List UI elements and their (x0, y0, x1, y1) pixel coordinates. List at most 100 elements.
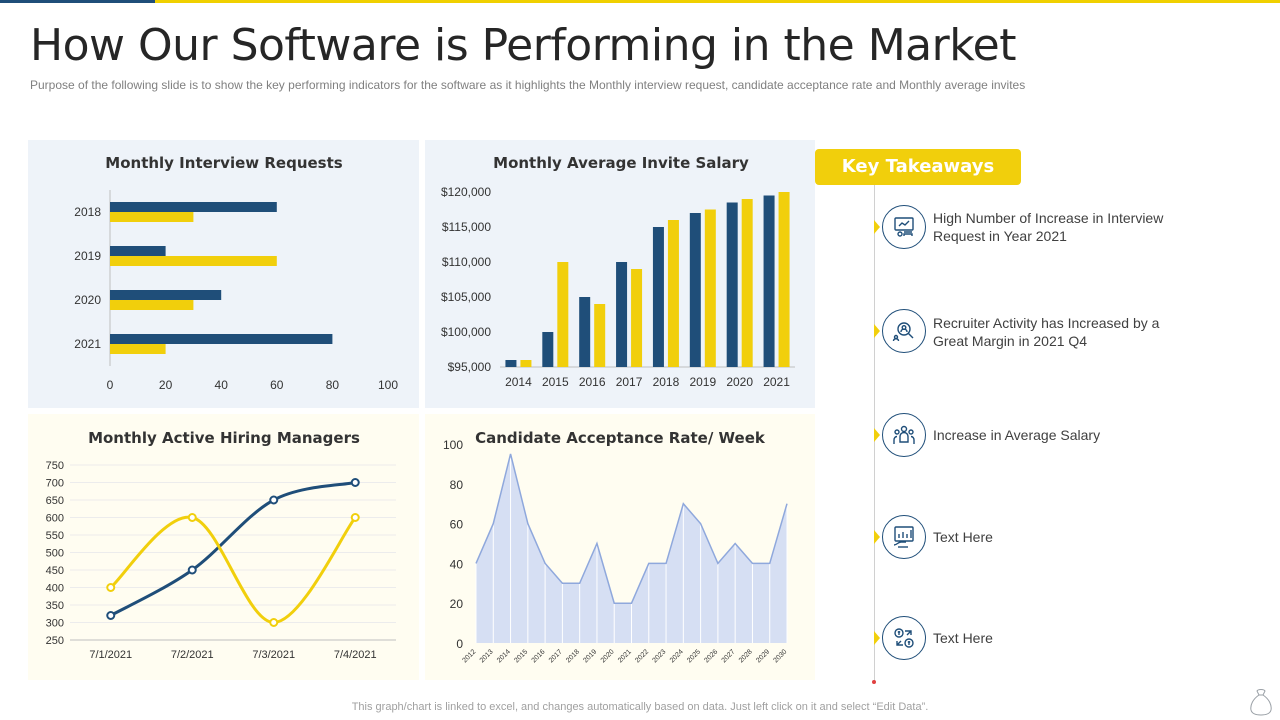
bar (631, 269, 643, 367)
x-tick-label: 2022 (634, 648, 650, 664)
top-accent-blue (0, 0, 155, 3)
x-tick-label: 7/1/2021 (89, 649, 132, 661)
bar (726, 202, 738, 367)
x-tick-label: 2014 (505, 375, 532, 389)
data-point (350, 513, 360, 522)
x-tick-label: 2015 (542, 375, 569, 389)
y-tick-label: 60 (450, 518, 464, 532)
bar (110, 212, 194, 222)
team-search-icon (882, 309, 926, 353)
series-line (109, 515, 357, 625)
timeline-marker (874, 220, 880, 234)
bar (704, 209, 716, 367)
bar (689, 213, 701, 367)
takeaway-text: Recruiter Activity has Increased by a Gr… (933, 315, 1160, 349)
bar (110, 300, 194, 310)
data-point (350, 478, 360, 487)
timeline-end-dot (872, 680, 876, 684)
bar (557, 262, 569, 367)
category-label: 2019 (74, 249, 101, 263)
timeline-marker (874, 530, 880, 544)
x-tick-label: 2018 (653, 375, 680, 389)
bar (594, 304, 606, 367)
data-point (269, 495, 279, 505)
data-point (269, 618, 279, 627)
bar (110, 256, 277, 266)
y-tick-label: 20 (450, 597, 464, 611)
x-tick-label: 2013 (479, 648, 495, 664)
area-fill (476, 453, 787, 643)
money-exchange-icon (882, 616, 926, 660)
y-tick-label: 500 (46, 548, 64, 560)
takeaway-text: Increase in Average Salary (933, 427, 1101, 443)
x-tick-label: 20 (159, 378, 173, 392)
bar (110, 334, 333, 344)
series-line (110, 481, 356, 617)
hiring-managers-chart[interactable]: Monthly Active Hiring Managers 250 300 350… (28, 414, 419, 680)
acceptance-rate-chart[interactable]: Candidate Acceptance Rate/ Week 0 20 40 60 8… (425, 414, 815, 680)
takeaway-text: Text Here (933, 630, 993, 646)
timeline-marker (874, 631, 880, 645)
x-tick-label: 2023 (652, 648, 668, 664)
interview-requests-chart[interactable]: Monthly Interview Requests 2018201920202… (28, 140, 419, 408)
x-tick-label: 2025 (686, 648, 702, 664)
x-tick-label: 2028 (738, 648, 754, 664)
x-tick-label: 2016 (579, 375, 606, 389)
bar (110, 344, 166, 354)
page-subtitle: Purpose of the following slide is to sho… (30, 78, 1026, 92)
bar (616, 262, 628, 367)
x-tick-label: 2027 (721, 648, 737, 664)
y-tick-label: 100 (443, 438, 463, 452)
timeline-marker (874, 428, 880, 442)
x-tick-label: 7/2/2021 (171, 649, 214, 661)
x-tick-label: 2017 (616, 375, 643, 389)
y-tick-label: $120,000 (441, 185, 491, 199)
bar (778, 192, 790, 367)
category-label: 2021 (74, 337, 101, 351)
x-tick-label: 2020 (600, 648, 616, 664)
takeaway-text: Text Here (933, 529, 993, 545)
acceptance-rate-panel: Candidate Acceptance Rate/ Week 0 20 40 60 8… (425, 414, 815, 680)
x-tick-label: 100 (378, 378, 398, 392)
x-tick-label: 0 (107, 378, 114, 392)
growth-chart-icon (882, 515, 926, 559)
y-tick-label: 40 (450, 557, 464, 571)
x-tick-label: 2021 (617, 648, 633, 664)
x-tick-label: 2016 (531, 648, 547, 664)
y-tick-label: $115,000 (442, 220, 491, 234)
invite-salary-chart[interactable]: Monthly Average Invite Salary $95,000 $10… (425, 140, 815, 408)
bar (579, 297, 591, 367)
category-label: 2018 (74, 205, 101, 219)
x-tick-label: 40 (215, 378, 229, 392)
y-tick-label: 300 (46, 618, 64, 630)
bag-logo-icon (1250, 689, 1272, 716)
x-tick-label: 2017 (548, 648, 564, 664)
y-tick-label: 0 (456, 637, 463, 651)
bar (652, 227, 664, 367)
x-tick-label: 60 (270, 378, 284, 392)
bar (520, 360, 532, 367)
y-tick-label: 600 (46, 513, 64, 525)
x-tick-label: 2024 (669, 648, 685, 664)
y-tick-label: 750 (46, 460, 64, 472)
x-tick-label: 2030 (772, 648, 788, 664)
data-point (187, 513, 197, 522)
y-tick-label: 650 (46, 495, 64, 507)
area-line (475, 453, 788, 604)
y-tick-label: $100,000 (441, 325, 491, 339)
people-group-icon (882, 413, 926, 457)
bar (667, 220, 679, 367)
bar (110, 290, 222, 300)
page-title: How Our Software is Performing in the Ma… (30, 20, 1016, 71)
category-label: 2020 (74, 293, 101, 307)
x-tick-label: 2021 (763, 375, 790, 389)
data-point (106, 583, 116, 592)
takeaway-text: High Number of Increase in Interview Req… (933, 210, 1164, 244)
x-tick-label: 2012 (461, 648, 477, 664)
chart-title: Candidate Acceptance Rate/ Week (475, 429, 766, 447)
bar (110, 246, 166, 256)
footer-note: This graph/chart is linked to excel, and… (351, 701, 929, 713)
chart-title: Monthly Interview Requests (105, 154, 342, 172)
x-tick-label: 2026 (703, 648, 719, 664)
bar (763, 195, 775, 367)
